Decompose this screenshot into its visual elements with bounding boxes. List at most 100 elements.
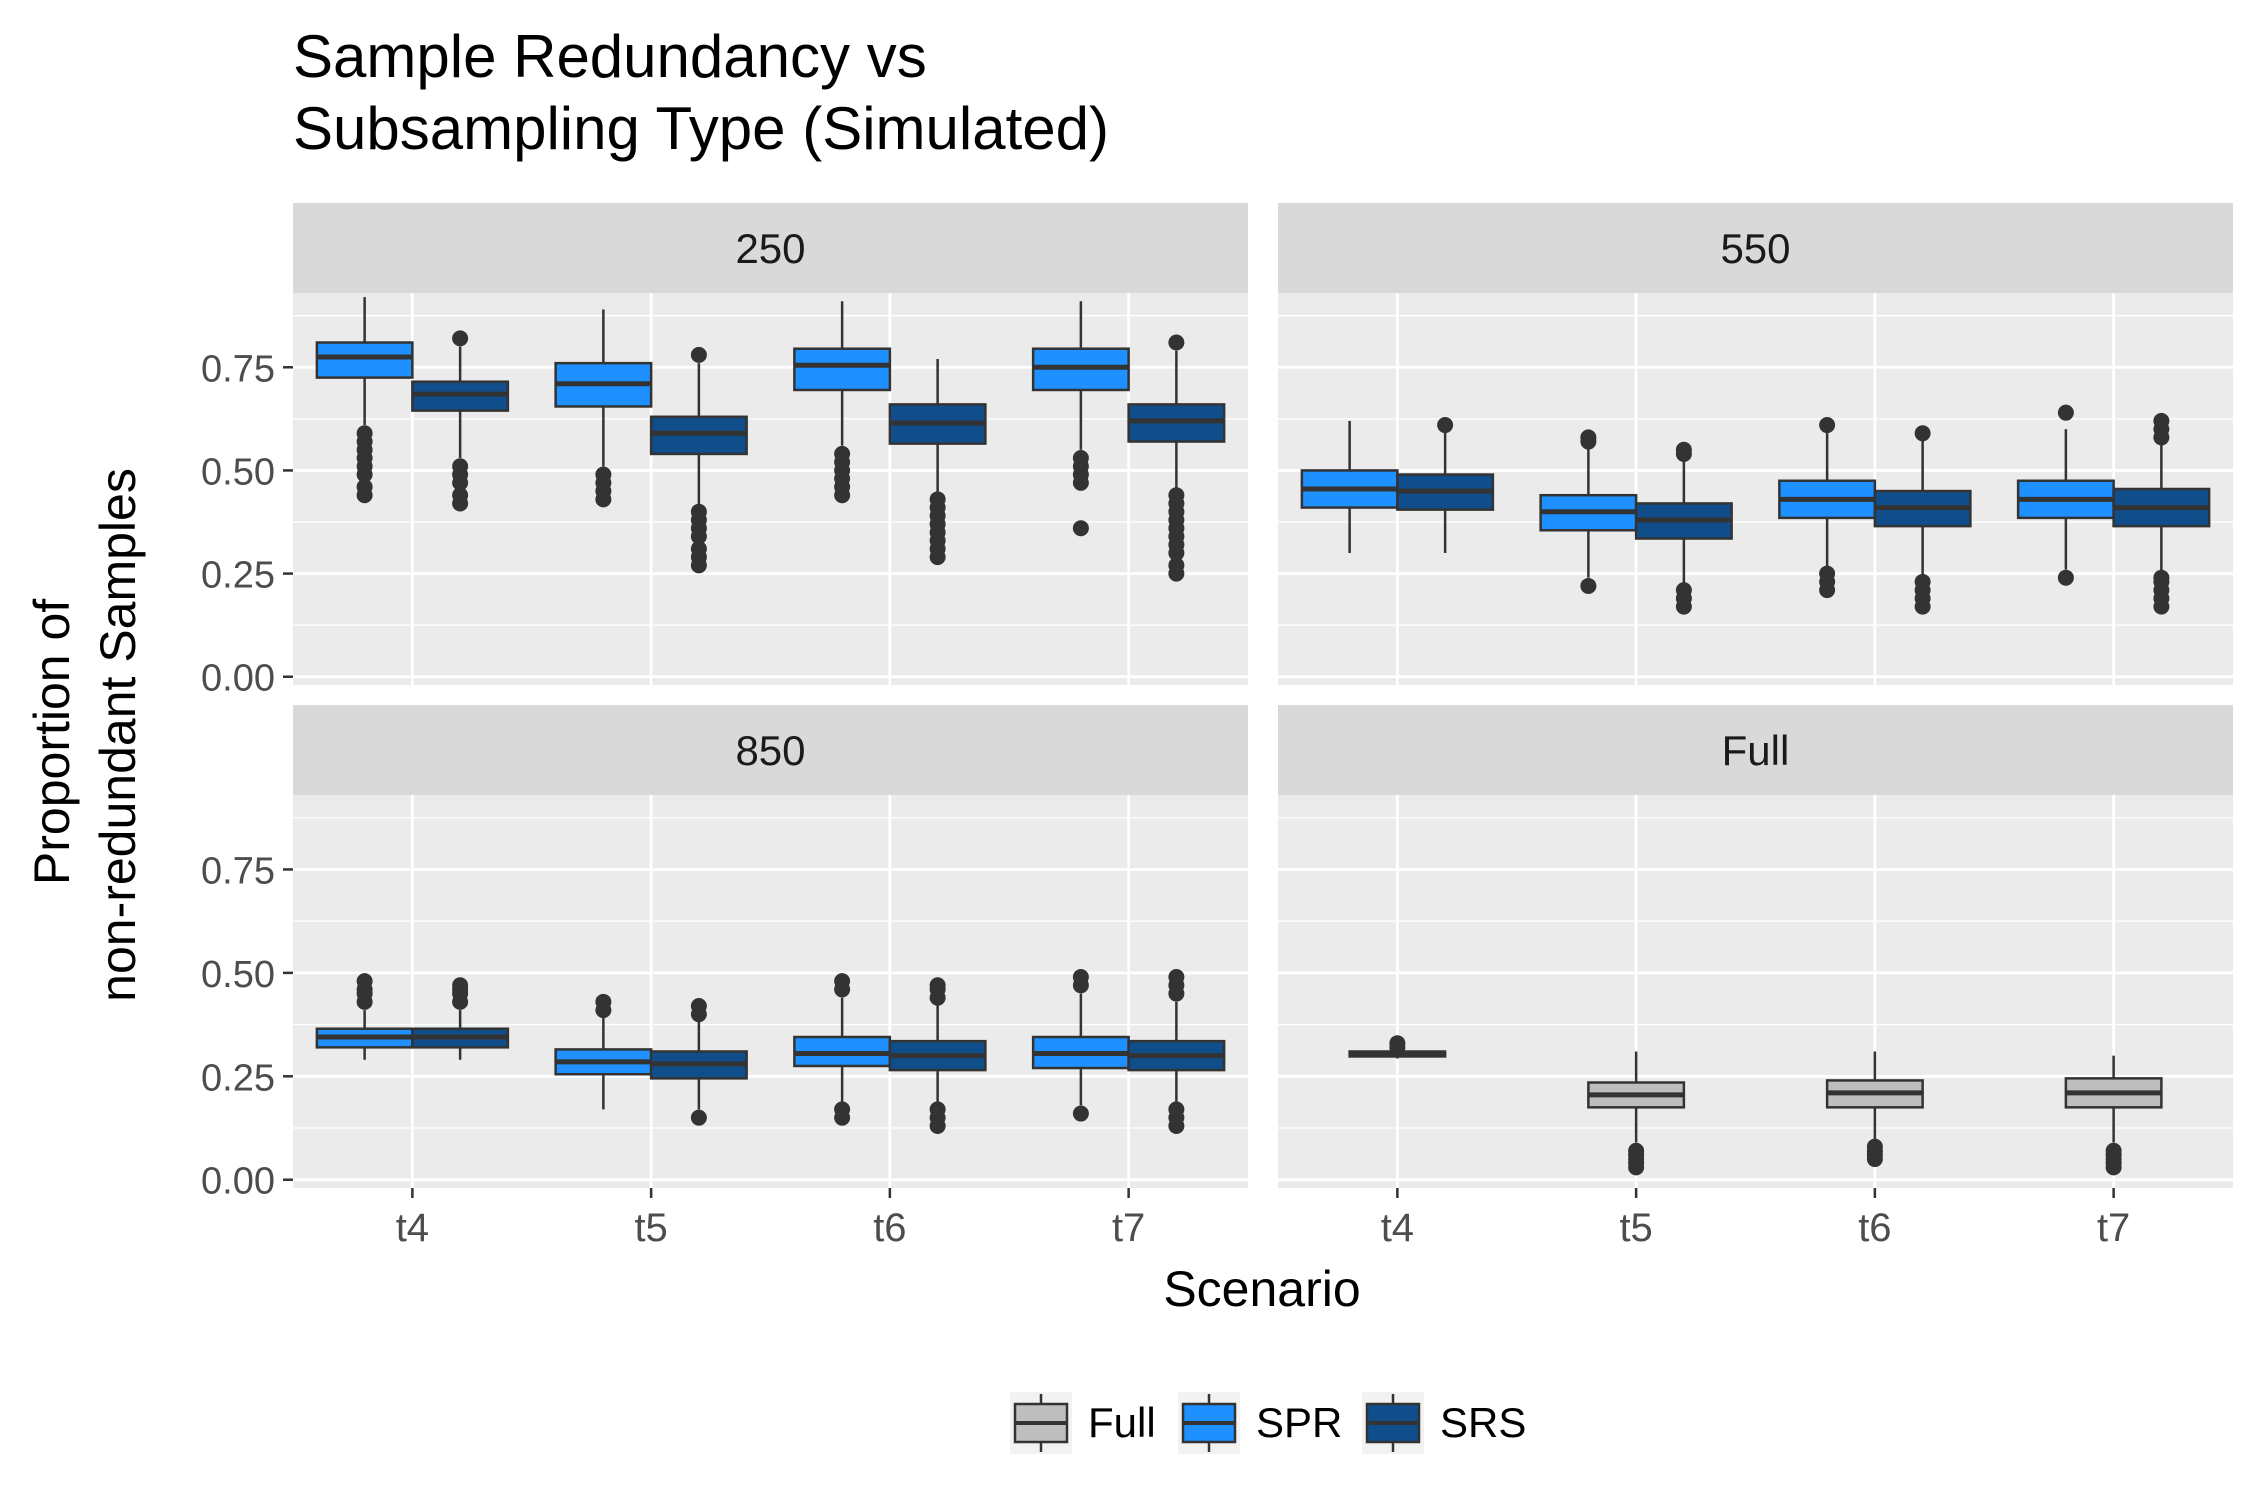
legend: Full SPR SRS [1010,1392,1526,1454]
x-tick-label: t5 [634,1206,667,1250]
y-axis-title-line-1: Proportion of [24,599,80,885]
box-Full-t4 [1348,1035,1447,1059]
box-SPR-t6 [793,973,892,1126]
x-tick-label: t5 [1619,1206,1652,1250]
facet-strip [1278,705,2233,795]
box-SPR-t5 [1539,429,1638,594]
box-Full-t7 [2064,1055,2163,1176]
box-SRS-t5 [649,997,748,1126]
outlier-point [1168,557,1185,574]
outlier-point [1914,573,1931,590]
chart-title: Sample Redundancy vs Subsampling Type (S… [293,23,1109,162]
legend-label: Full [1088,1399,1156,1446]
box-SPR-t5 [554,309,653,508]
y-tick-label: 0.50 [201,451,275,493]
outlier-point [452,330,469,347]
panel-background [1278,795,2233,1188]
box-SRS-t6 [888,359,987,566]
outlier-point [356,425,373,442]
box-SPR-t6 [793,301,892,504]
outlier-point [834,445,851,462]
outlier-point [2105,1142,2122,1159]
outlier-point [1072,1105,1089,1122]
outlier-point [834,973,851,990]
box-SPR-t4 [315,297,414,504]
outlier-point [1168,969,1185,986]
y-axis-title: Proportion of non-redundant Samples [24,468,146,1002]
outlier-point [1072,450,1089,467]
box-SRS-t6 [1873,425,1972,615]
outlier-point [690,346,707,363]
legend-item-SPR: SPR [1178,1392,1342,1454]
panels-layer: 250 0.00 0.25 0.50 0.75 550 850 0.00 0.25 0.50 0.7… [201,203,2233,1250]
facet-strip [1278,203,2233,293]
outlier-point [2153,569,2170,586]
box-SRS-t4 [1396,417,1495,553]
legend-item-SRS: SRS [1362,1392,1526,1454]
x-tick-label: t4 [396,1206,429,1250]
x-axis-title: Scenario [1163,1261,1360,1317]
outlier-point [452,458,469,475]
box-SRS-t5 [649,346,748,574]
outlier-point [2057,404,2074,421]
y-tick-label: 0.25 [201,555,275,597]
y-tick-label: 0.75 [201,850,275,892]
y-axis-title-text: Proportion of non-redundant Samples [24,468,146,1002]
box-Full-t5 [1587,1051,1686,1176]
facet-strip-label: 850 [735,727,805,774]
outlier-point [1628,1142,1645,1159]
outlier-point [929,1101,946,1118]
box-body [315,341,414,379]
outlier-point [1072,969,1089,986]
y-axis-title-line-2: non-redundant Samples [90,468,146,1002]
x-tick-label: t4 [1381,1206,1414,1250]
facet-strip-label: Full [1722,727,1790,774]
outlier-point [690,540,707,557]
outlier-point [834,1101,851,1118]
box-SRS-t7 [1127,969,1226,1134]
outlier-point [452,487,469,504]
box-SPR-t7 [2016,404,2115,586]
outlier-point [1389,1035,1406,1052]
outlier-point [1168,334,1185,351]
facet-panel-Full: Full t4 t5 t6 t7 [1278,705,2233,1250]
legend-label: SPR [1256,1399,1342,1446]
legend-item-Full: Full [1010,1392,1156,1454]
outlier-point [595,466,612,483]
box-SRS-t4 [411,977,510,1060]
box-SRS-t6 [888,977,987,1134]
outlier-point [1580,577,1597,594]
box-body [793,347,892,392]
outlier-point [690,503,707,520]
facet-strip-label: 250 [735,225,805,272]
facet-panel-850: 850 0.00 0.25 0.50 0.75 t4 t5 t6 t7 [201,705,1248,1250]
outlier-point [595,993,612,1010]
outlier-point [1437,417,1454,434]
box-Full-t6 [1825,1051,1924,1168]
outlier-point [1580,429,1597,446]
legend-label: SRS [1440,1399,1526,1446]
facet-strip [293,705,1248,795]
outlier-point [690,997,707,1014]
box-SPR-t6 [1778,417,1877,599]
box-SRS-t5 [1634,441,1733,615]
outlier-point [452,977,469,994]
outlier-point [1675,582,1692,599]
facet-strip [293,203,1248,293]
chart-title-line-2: Subsampling Type (Simulated) [293,95,1109,162]
facet-panel-550: 550 [1278,203,2233,685]
y-tick-label: 0.00 [201,658,275,700]
y-tick-label: 0.00 [201,1161,275,1203]
x-tick-label: t6 [873,1206,906,1250]
y-tick-label: 0.75 [201,348,275,390]
box-SRS-t7 [2112,412,2211,615]
facet-strip-label: 550 [1720,225,1790,272]
outlier-point [1819,565,1836,582]
outlier-point [1819,417,1836,434]
y-tick-label: 0.50 [201,954,275,996]
outlier-point [1675,441,1692,458]
outlier-point [1866,1138,1883,1155]
outlier-point [1914,425,1931,442]
x-tick-label: t6 [1858,1206,1891,1250]
